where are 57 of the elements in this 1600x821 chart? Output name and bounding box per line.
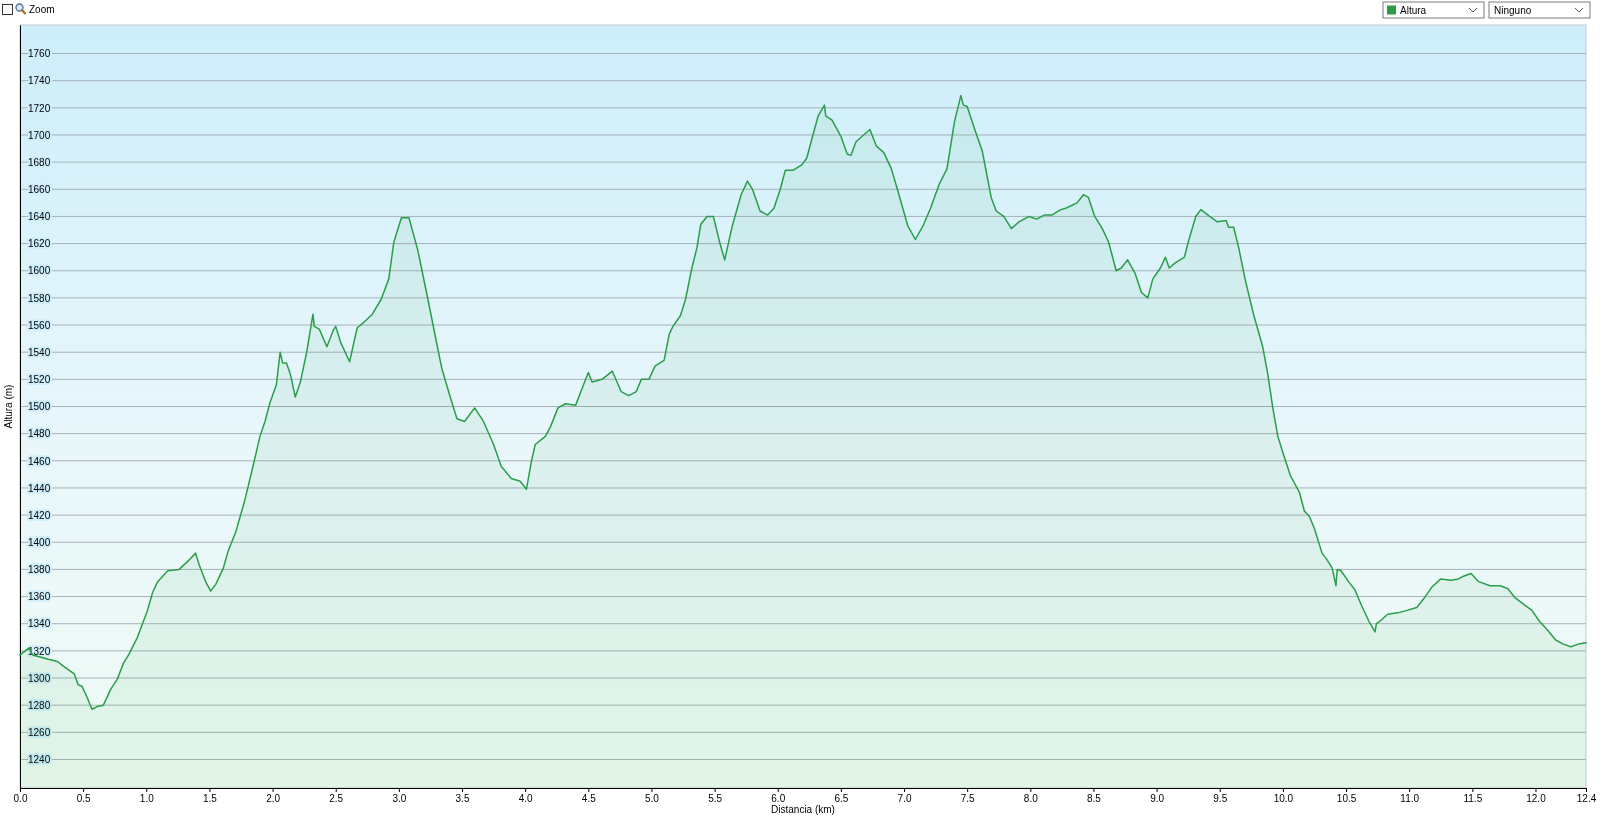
x-tick-label: 8.0 [1023,793,1039,805]
x-tick-label: 9.5 [1213,793,1228,805]
x-tick-label: 10.0 [1273,793,1294,805]
x-tick-label: 11.0 [1400,793,1420,805]
x-tick-label: 6.5 [834,793,849,805]
x-tick-label: 1.0 [139,793,155,805]
y-tick-label: 1580 [28,292,51,304]
x-tick-label: 7.5 [960,793,976,805]
y-tick-label: 1620 [28,238,51,250]
x-tick-label: 10.5 [1336,793,1357,805]
y-tick-label: 1240 [28,754,51,766]
y-tick-label: 1560 [28,319,51,331]
x-tick-label: 9.0 [1150,793,1165,805]
y-axis-title: Altura (m) [3,384,14,429]
y-tick-label: 1420 [28,509,51,521]
y-tick-label: 1760 [28,48,51,60]
x-tick-label: 3.0 [392,793,407,805]
y-tick-label: 1260 [28,727,51,739]
y-tick-label: 1360 [28,591,51,603]
x-tick-label: 4.5 [581,793,597,805]
x-tick-label: 12.4 [1576,793,1597,805]
y-tick-label: 1500 [28,401,51,413]
y-tick-label: 1640 [28,211,51,223]
x-tick-label: 0.0 [13,793,28,805]
y-tick-label: 1600 [28,265,51,277]
x-tick-label: 0.5 [76,793,92,805]
text: Ninguno [1494,4,1532,16]
x-tick-label: 2.5 [329,793,344,805]
y-tick-label: 1460 [28,455,51,467]
y-tick-label: 1480 [28,428,51,440]
x-tick-label: 6.0 [771,793,786,805]
y-tick-label: 1400 [28,536,51,548]
y-tick-label: 1520 [28,374,51,386]
y-tick-label: 1680 [28,156,51,168]
y-tick-label: 1540 [28,346,51,358]
y-tick-label: 1720 [28,102,51,114]
x-tick-label: 8.5 [1087,793,1102,805]
text: Zoom [29,4,55,15]
x-axis-title: Distancia (km) [771,804,835,815]
x-tick-label: 12.0 [1526,793,1547,805]
y-tick-label: 1660 [28,183,51,195]
x-tick-label: 5.5 [708,793,723,805]
y-tick-label: 1280 [28,699,51,711]
y-tick-label: 1440 [28,482,51,494]
y-tick-label: 1700 [28,129,51,141]
x-tick-label: 5.0 [645,793,660,805]
legend-label: Altura [1400,4,1427,16]
y-tick-label: 1300 [28,672,51,684]
x-tick-label: 11.5 [1463,793,1483,805]
x-tick-label: 2.0 [266,793,281,805]
x-tick-label: 7.0 [897,793,912,805]
y-tick-label: 1340 [28,618,51,630]
y-tick-label: 1740 [28,75,51,87]
y-tick-label: 1380 [28,564,51,576]
x-tick-label: 1.5 [202,793,218,805]
x-tick-label: 4.0 [518,793,534,805]
x-tick-label: 3.5 [455,793,470,805]
